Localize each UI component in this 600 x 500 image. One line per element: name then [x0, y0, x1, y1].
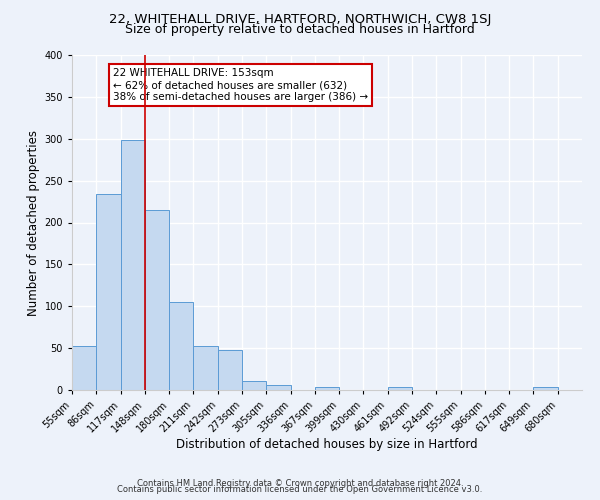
Bar [145, 210, 169, 390]
Text: Contains HM Land Registry data © Crown copyright and database right 2024.: Contains HM Land Registry data © Crown c… [137, 478, 463, 488]
Bar [169, 302, 193, 390]
Bar [96, 194, 121, 390]
Text: 22, WHITEHALL DRIVE, HARTFORD, NORTHWICH, CW8 1SJ: 22, WHITEHALL DRIVE, HARTFORD, NORTHWICH… [109, 12, 491, 26]
Text: Contains public sector information licensed under the Open Government Licence v3: Contains public sector information licen… [118, 485, 482, 494]
Text: Size of property relative to detached houses in Hartford: Size of property relative to detached ho… [125, 22, 475, 36]
Text: 22 WHITEHALL DRIVE: 153sqm
← 62% of detached houses are smaller (632)
38% of sem: 22 WHITEHALL DRIVE: 153sqm ← 62% of deta… [113, 68, 368, 102]
Bar [533, 386, 558, 390]
Bar [218, 350, 242, 390]
Bar [315, 386, 339, 390]
Bar [242, 381, 266, 390]
X-axis label: Distribution of detached houses by size in Hartford: Distribution of detached houses by size … [176, 438, 478, 451]
Bar [388, 386, 412, 390]
Bar [121, 140, 145, 390]
Bar [193, 346, 218, 390]
Y-axis label: Number of detached properties: Number of detached properties [27, 130, 40, 316]
Bar [72, 346, 96, 390]
Bar [266, 385, 290, 390]
